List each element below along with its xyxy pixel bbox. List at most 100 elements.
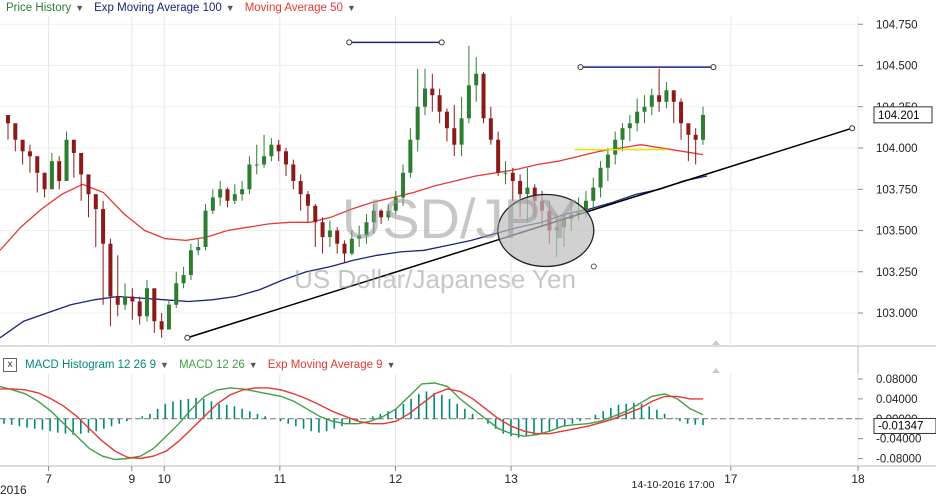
- time-axis: 2016 14-10-2016 17:00 7 9 10 11 12 13 17 18: [0, 465, 936, 496]
- y-tick-label: 104.500: [876, 61, 918, 73]
- candle-body: [159, 321, 164, 330]
- dropdown-arrow-icon[interactable]: ▼: [346, 3, 356, 13]
- y-tick-label: -0.08000: [876, 454, 921, 466]
- dropdown-arrow-icon[interactable]: ▼: [248, 360, 258, 370]
- candle-body: [518, 181, 523, 195]
- candle-body: [327, 230, 332, 238]
- candle-body: [532, 187, 537, 201]
- candle-body: [657, 95, 662, 102]
- candle-body: [510, 172, 515, 181]
- y-tick-label: 0.04000: [876, 394, 918, 406]
- year-label: 2016: [0, 483, 27, 496]
- x-tick-label: 9: [128, 472, 135, 486]
- watermark-name: US Dollar/Japanese Yen: [294, 264, 576, 294]
- legend-price-history[interactable]: Price History ▼: [6, 2, 84, 14]
- anchor-handle: [184, 334, 191, 341]
- candle-body: [6, 115, 10, 124]
- dropdown-arrow-icon[interactable]: ▼: [225, 3, 235, 13]
- candle-body: [108, 243, 113, 297]
- y-tick-label: 103.000: [876, 308, 918, 320]
- legend-macd[interactable]: MACD 12 26 ▼: [179, 359, 258, 371]
- candle-body: [247, 164, 252, 190]
- y-tick-label: 103.750: [876, 184, 918, 196]
- macd-legend: x MACD Histogram 12 26 9 ▼ MACD 12 26 ▼ Ex…: [0, 356, 406, 374]
- candle-body: [444, 111, 449, 129]
- candle-body: [35, 156, 40, 173]
- candle-body: [284, 151, 288, 165]
- candle-body: [474, 73, 479, 86]
- close-panel-button[interactable]: x: [3, 358, 17, 372]
- highlight-ellipse: [497, 193, 595, 268]
- candle-body: [218, 189, 223, 198]
- candle-body: [627, 123, 632, 129]
- anchor-handle: [438, 39, 445, 46]
- candle-body: [335, 230, 340, 244]
- candle-body: [86, 174, 91, 195]
- anchor-handle: [346, 39, 353, 46]
- candle-body: [415, 106, 420, 140]
- candle-body: [232, 194, 237, 201]
- dropdown-arrow-icon[interactable]: ▼: [75, 3, 85, 13]
- price-legend: Price History ▼ Exp Moving Average 100 ▼ M…: [0, 0, 360, 16]
- ma-50-line: [0, 144, 704, 251]
- price-panel[interactable]: [0, 16, 936, 466]
- candle-body: [605, 154, 610, 168]
- candle-body: [93, 194, 98, 210]
- candle-body: [591, 187, 596, 201]
- candle-body: [269, 144, 274, 157]
- candle-body: [13, 123, 18, 140]
- current-macd-label: -0.01347: [878, 420, 923, 432]
- candle-body: [386, 210, 391, 218]
- candle-body: [423, 88, 427, 107]
- legend-ma-50[interactable]: Moving Average 50 ▼: [245, 2, 356, 14]
- macd-axis: 0.080000.040000.00000-0.04000-0.08000-0.…: [858, 374, 936, 466]
- y-tick-label: 103.500: [876, 226, 918, 238]
- macd-line: [0, 382, 704, 461]
- anchor-handle: [849, 125, 856, 132]
- candle-body: [174, 283, 179, 305]
- watermark-symbol: USD/JPY: [342, 187, 579, 250]
- x-tick-label: 18: [851, 472, 865, 486]
- scroll-triangle-icon: [712, 368, 720, 373]
- candle-body: [203, 210, 208, 247]
- candle-body: [123, 296, 128, 305]
- legend-ema-9[interactable]: Exp Moving Average 9 ▼: [268, 359, 396, 371]
- candle-body: [583, 200, 588, 211]
- candle-body: [686, 123, 691, 135]
- candle-body: [496, 139, 501, 173]
- candle-body: [225, 189, 230, 201]
- legend-ema-100[interactable]: Exp Moving Average 100 ▼: [94, 2, 235, 14]
- candle-body: [262, 156, 267, 165]
- legend-macd-histogram[interactable]: MACD Histogram 12 26 9 ▼: [25, 359, 169, 371]
- y-tick-label: -0.04000: [876, 434, 921, 446]
- crosshair-date-label: 14-10-2016 17:00: [632, 479, 715, 491]
- dropdown-arrow-icon[interactable]: ▼: [160, 360, 169, 370]
- candle-body: [188, 250, 193, 276]
- dropdown-arrow-icon[interactable]: ▼: [386, 360, 396, 370]
- candle-body: [613, 139, 618, 155]
- candle-body: [620, 128, 625, 140]
- y-tick-label: 0.08000: [876, 374, 918, 386]
- candle-body: [254, 164, 259, 166]
- candle-body: [298, 181, 303, 195]
- anchor-handle: [577, 64, 584, 71]
- candle-body: [642, 106, 647, 112]
- candle-body: [101, 209, 106, 244]
- macd-panel[interactable]: [0, 368, 859, 466]
- candle-body: [115, 296, 120, 305]
- candle-body: [393, 197, 398, 211]
- candle-body: [27, 151, 32, 157]
- candle-body: [181, 275, 186, 284]
- candle-body: [488, 118, 493, 140]
- candle-body: [145, 288, 149, 317]
- candle-body: [452, 128, 457, 145]
- current-price-label: 104.201: [878, 110, 920, 122]
- candle-body: [313, 205, 318, 223]
- candle-body: [430, 88, 435, 96]
- watermark: USD/JPY US Dollar/Japanese Yen: [294, 187, 578, 294]
- legend-label: MACD Histogram 12 26 9: [25, 359, 157, 371]
- candle-body: [701, 115, 705, 140]
- candle-body: [196, 247, 201, 251]
- candle-body: [42, 172, 47, 190]
